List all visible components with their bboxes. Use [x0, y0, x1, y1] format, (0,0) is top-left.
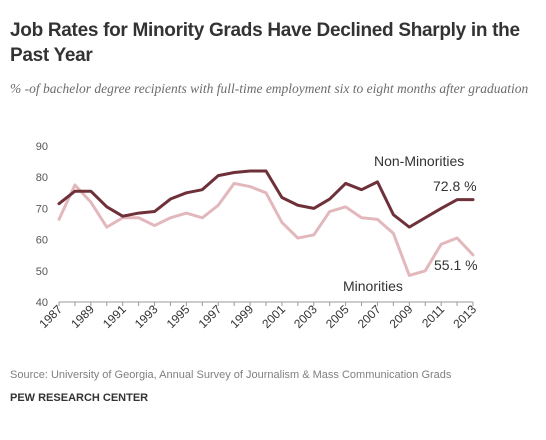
x-tick-label: 1997: [196, 302, 225, 331]
x-axis: 1987 1989 1991 1993 1995 1997 1999 2001 2003 2005…: [36, 301, 479, 331]
y-tick-label: 80: [36, 172, 48, 184]
chart-subtitle: % -of bachelor degree recipients with fu…: [10, 81, 529, 96]
non-minorities-line: [57, 169, 475, 229]
x-tick-label: 2007: [355, 302, 384, 331]
chart-title: Job Rates for Minority Grads Have Declin…: [10, 20, 520, 66]
non-minorities-end-label: 72.8 %: [433, 178, 477, 194]
series-lines: [57, 169, 475, 277]
x-tick-label: 2011: [419, 302, 447, 330]
minorities-line: [57, 181, 475, 277]
y-tick-label: 90: [36, 141, 48, 153]
x-tick-label: 1993: [132, 302, 161, 331]
x-tick-label: 2001: [259, 302, 288, 331]
y-axis: 40 50 60 70 80 90: [36, 141, 48, 309]
minorities-end-label: 55.1 %: [434, 257, 478, 273]
y-tick-label: 50: [36, 266, 48, 278]
non-minorities-label: Non-Minorities: [374, 153, 464, 169]
minorities-label: Minorities: [343, 278, 403, 294]
x-tick-label: 2013: [450, 302, 479, 331]
x-tick-label: 2005: [323, 302, 352, 331]
y-tick-label: 60: [36, 235, 48, 247]
x-tick-label: 2003: [291, 302, 320, 331]
y-tick-label: 70: [36, 203, 48, 215]
source-note: Source: University of Georgia, Annual Su…: [10, 369, 452, 381]
x-tick-label: 1999: [227, 302, 256, 331]
org-credit: PEW RESEARCH CENTER: [10, 392, 149, 404]
y-tick-label: 40: [36, 297, 48, 309]
x-tick-label: 1989: [68, 302, 97, 331]
x-tick-label: 1995: [164, 302, 193, 331]
line-chart: 40 50 60 70 80 90 1987 1989 1991 1993 1995 1997 199…: [36, 141, 480, 331]
x-tick-label: 2009: [387, 302, 416, 331]
x-tick-label: 1991: [100, 302, 129, 331]
